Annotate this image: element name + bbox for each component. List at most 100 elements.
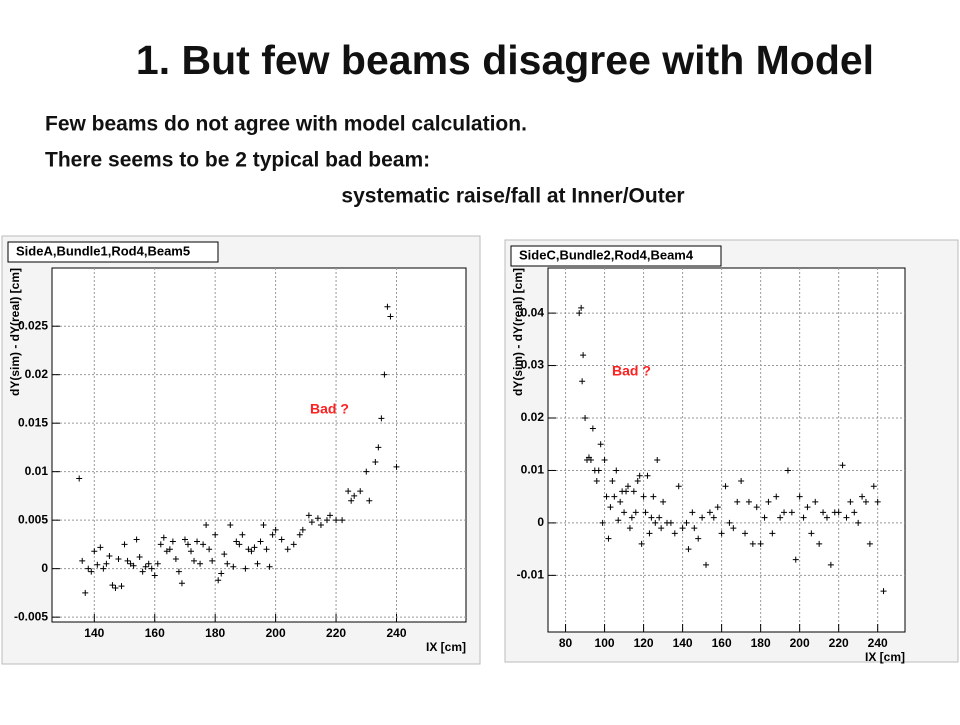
point — [576, 310, 583, 317]
x-tick-label: 220 — [326, 626, 346, 640]
point — [348, 497, 355, 504]
point — [796, 493, 803, 500]
point — [749, 540, 756, 547]
point — [812, 498, 819, 505]
point — [85, 565, 92, 572]
point — [703, 561, 710, 568]
point — [151, 572, 158, 579]
point — [254, 560, 261, 567]
point — [738, 477, 745, 484]
point — [212, 531, 219, 538]
point — [683, 519, 690, 526]
point — [753, 504, 760, 511]
point — [675, 483, 682, 490]
annotation: Bad ? — [310, 401, 349, 417]
point — [384, 303, 391, 310]
point — [607, 504, 614, 511]
point — [124, 557, 131, 564]
point — [194, 538, 201, 545]
point — [595, 467, 602, 474]
point — [689, 509, 696, 516]
point — [599, 519, 606, 526]
point — [139, 568, 146, 575]
body-line: There seems to be 2 typical bad beam: — [45, 149, 430, 172]
point — [862, 498, 869, 505]
point — [88, 568, 95, 575]
y-tick-label: 0.02 — [25, 367, 49, 381]
point — [658, 525, 665, 532]
chart-title: SideA,Bundle1,Rod4,Beam5 — [16, 243, 190, 258]
point — [667, 519, 674, 526]
point — [706, 509, 713, 516]
point — [859, 493, 866, 500]
point — [874, 498, 881, 505]
point — [648, 514, 655, 521]
point — [745, 498, 752, 505]
point — [623, 488, 630, 495]
point — [103, 560, 110, 567]
point — [130, 562, 137, 569]
point — [236, 541, 243, 548]
point — [233, 538, 240, 545]
point — [245, 546, 252, 553]
point — [816, 540, 823, 547]
point — [773, 493, 780, 500]
y-tick-label: 0.02 — [521, 410, 545, 424]
point — [200, 541, 207, 548]
point — [784, 467, 791, 474]
point — [166, 546, 173, 553]
point — [695, 535, 702, 542]
chart-title: SideC,Bundle2,Rod4,Beam4 — [519, 247, 694, 262]
point — [839, 462, 846, 469]
point — [769, 530, 776, 537]
point — [578, 304, 585, 311]
point — [628, 514, 635, 521]
title-box — [510, 245, 722, 267]
y-axis-label: dY(sim) - dY(real) [cm] — [8, 268, 22, 396]
point — [345, 488, 352, 495]
point — [644, 472, 651, 479]
point — [866, 540, 873, 547]
x-tick-label: 140 — [673, 636, 693, 650]
x-tick-label: 240 — [386, 626, 406, 640]
point — [642, 509, 649, 516]
point — [609, 477, 616, 484]
point — [718, 530, 725, 537]
point — [691, 525, 698, 532]
x-tick-label: 120 — [634, 636, 654, 650]
point — [781, 509, 788, 516]
slide-title: 1. But few beams disagree with Model — [136, 37, 874, 83]
point — [777, 514, 784, 521]
point — [603, 493, 610, 500]
point — [630, 488, 637, 495]
point — [203, 522, 210, 529]
point — [115, 555, 122, 562]
point — [638, 540, 645, 547]
y-tick-label: 0.01 — [25, 464, 49, 478]
point — [611, 493, 618, 500]
x-tick-label: 240 — [868, 636, 888, 650]
point — [714, 504, 721, 511]
point — [197, 560, 204, 567]
point — [699, 514, 706, 521]
point — [823, 514, 830, 521]
y-tick-label: -0.01 — [517, 568, 545, 582]
point — [269, 531, 276, 538]
y-tick-label: 0.04 — [521, 305, 545, 319]
point — [617, 498, 624, 505]
point — [679, 525, 686, 532]
point — [843, 514, 850, 521]
plot-area — [547, 267, 906, 633]
x-tick-label: 100 — [595, 636, 615, 650]
point — [148, 565, 155, 572]
x-tick-label: 220 — [829, 636, 849, 650]
point — [580, 352, 587, 359]
point — [722, 483, 729, 490]
point — [160, 534, 167, 541]
point — [632, 509, 639, 516]
point — [357, 488, 364, 495]
point — [163, 548, 170, 555]
x-tick-label: 160 — [712, 636, 732, 650]
point — [339, 517, 346, 524]
point — [820, 509, 827, 516]
